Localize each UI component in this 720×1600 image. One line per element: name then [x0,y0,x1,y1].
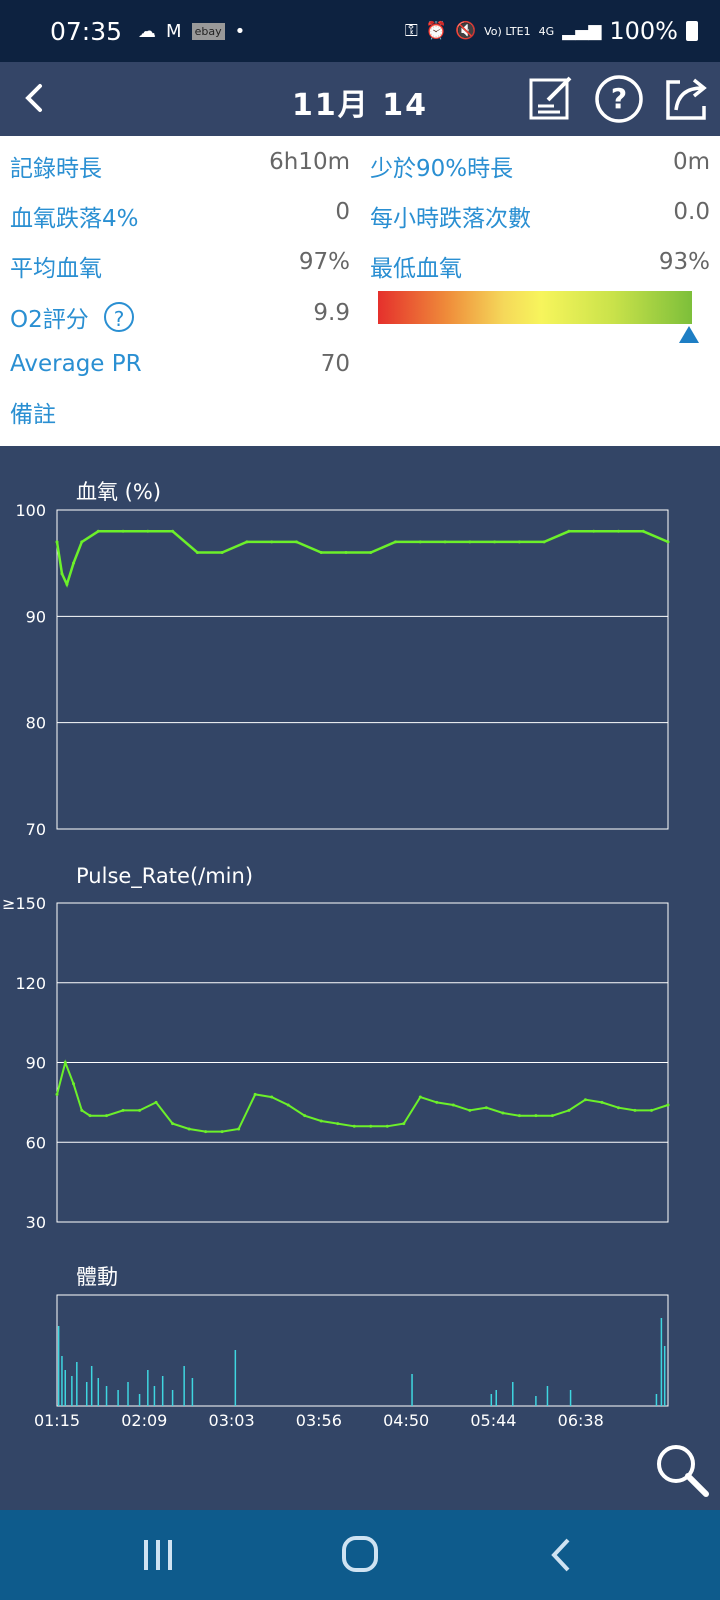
record-duration-label: 記錄時長 [10,156,102,182]
min-spo2-value: 93% [658,249,710,275]
chevron-left-icon [25,84,42,112]
drops-per-hour-value: 0.0 [673,199,710,225]
record-duration-value: 6h10m [269,149,350,175]
average-pr-value: 70 [320,351,350,377]
notes-label[interactable]: 備註 [10,402,56,428]
mute-icon: 🔇 [454,21,477,41]
motion-x-tick-label: 05:44 [470,1411,516,1430]
summary-panel: 記錄時長 6h10m 血氧跌落4% 0 平均血氧 97% O2評分 ? 9.9 … [0,136,720,446]
drops-per-hour-label: 每小時跌落次數 [370,206,531,232]
home-icon [342,1536,378,1572]
spo2-y-tick-label: 90 [26,607,46,626]
zoom-button[interactable] [652,1440,712,1500]
charts-area: 血氧 (%) 100 90 80 70 Pulse_Rate(/min) ≥150 12… [2,480,670,1430]
back-button[interactable] [14,76,58,120]
avg-spo2-value: 97% [298,249,350,275]
spo2-chart-title: 血氧 (%) [76,480,161,504]
o2-score-value: 9.9 [313,300,350,326]
pulse-chart-title: Pulse_Rate(/min) [76,864,253,889]
key-icon: ⚿ [404,21,418,41]
pulse-y-tick-label: 120 [15,974,46,993]
spo2-chart-frame [56,509,669,830]
help-button[interactable]: ? [594,74,644,124]
page-title: 11月 14 [292,88,428,123]
ebay-icon: ebay [191,22,225,40]
pulse-y-tick-label: 90 [26,1054,46,1073]
alarm-icon: ⏰ [425,21,447,41]
home-button[interactable] [330,1530,390,1580]
svg-text:?: ? [611,82,627,115]
average-pr-label: Average PR [10,351,142,377]
o2-score-label: O2評分 [10,307,89,333]
pulse-y-tick-label: 30 [26,1213,46,1232]
spo2-drop-value: 0 [335,199,350,225]
spo2-drop-label: 血氧跌落4% [10,206,139,232]
notification-icons: ☁ M ebay • [138,21,245,42]
motion-chart-title: 體動 [76,1265,118,1289]
motion-x-tick-label: 01:15 [34,1411,80,1430]
signal-icon: ▂▄▆ [562,21,602,41]
note-edit-icon [529,76,572,120]
battery-icon [686,21,698,41]
recent-apps-icon [144,1540,172,1570]
network-type-icon: 4G [538,24,555,38]
status-time: 07:35 [50,16,123,46]
recent-apps-button[interactable] [128,1530,188,1580]
gmail-icon: M [166,20,182,42]
magnifier-icon [657,1445,709,1497]
avg-spo2-label: 平均血氧 [10,256,102,282]
dot-icon: • [234,20,246,42]
motion-x-tick-label: 02:09 [121,1411,167,1430]
o2-score-gradient-bar [378,291,692,324]
min-spo2-label: 最低血氧 [370,256,462,282]
share-button[interactable] [662,74,712,124]
volte-icon: Vo) LTE1 [484,24,531,38]
spo2-y-tick-label: 70 [26,820,46,839]
motion-chart-frame [56,1294,669,1407]
below-90-label: 少於90%時長 [370,156,514,182]
system-nav-bar [0,1510,720,1600]
cloud-icon: ☁ [138,20,157,42]
spo2-series-line [55,530,669,588]
below-90-value: 0m [672,149,710,175]
battery-percent: 100% [609,17,678,45]
app-header: 11月 14 ? [0,62,720,136]
o2-score-help-button[interactable]: ? [104,302,134,332]
score-marker-icon [678,326,699,343]
motion-x-tick-label: 04:50 [383,1411,429,1430]
motion-x-tick-label: 03:03 [209,1411,255,1430]
system-icons: ⚿ ⏰ 🔇 Vo) LTE1 4G ▂▄▆ 100% [405,17,698,45]
motion-x-tick-label: 03:56 [296,1411,342,1430]
note-edit-button[interactable] [526,74,576,124]
status-bar: 07:35 ☁ M ebay • ⚿ ⏰ 🔇 Vo) LTE1 4G ▂▄▆ 1… [0,0,720,62]
system-back-button[interactable] [532,1530,592,1580]
spo2-y-tick-label: 80 [26,714,46,733]
pulse-series-line [56,1059,669,1133]
back-chevron-icon [551,1538,570,1572]
pulse-y-tick-label: ≥150 [2,894,46,913]
spo2-y-tick-label: 100 [15,501,46,520]
help-icon: ? [595,75,643,123]
pulse-y-tick-label: 60 [26,1133,46,1152]
share-icon [666,78,707,120]
motion-x-tick-label: 06:38 [558,1411,604,1430]
